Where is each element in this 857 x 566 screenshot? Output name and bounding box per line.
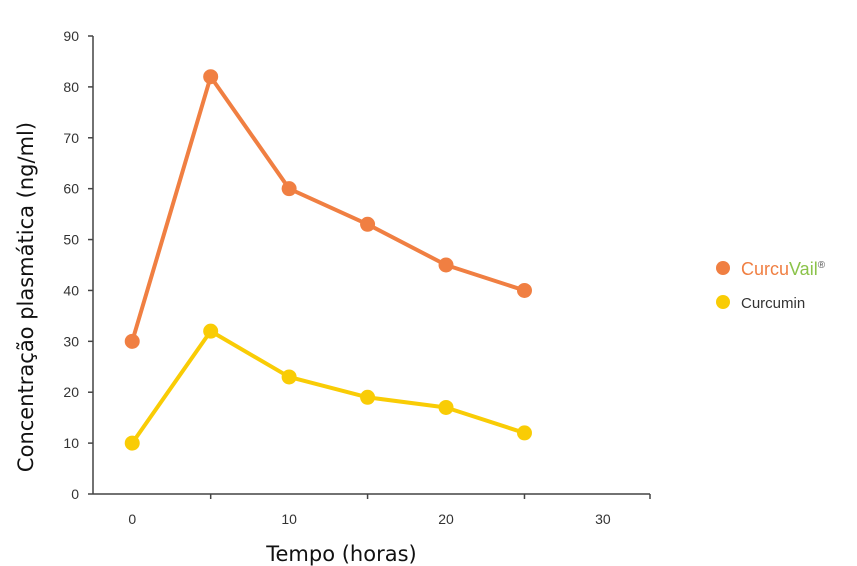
- data-point: [124, 435, 140, 451]
- data-point: [438, 399, 454, 415]
- data-point: [438, 257, 454, 273]
- y-tick-label: 80: [63, 79, 79, 95]
- x-tick-label: 20: [438, 511, 454, 527]
- data-point: [516, 425, 532, 441]
- y-tick-label: 0: [71, 486, 79, 502]
- series-line-0: [130, 74, 527, 344]
- y-tick-label: 90: [63, 28, 79, 44]
- data-point: [360, 216, 376, 232]
- series-layer: [124, 69, 532, 451]
- legend-brand-vail: Vail: [789, 259, 818, 279]
- y-tick-label: 10: [63, 435, 79, 451]
- y-tick-label: 60: [63, 181, 79, 197]
- legend: CurcuVail® Curcumin: [716, 259, 826, 312]
- legend-brand-curcu: Curcu: [741, 259, 789, 279]
- x-tick-label: 0: [128, 511, 136, 527]
- y-axis-title: Concentração plasmática (ng/ml): [14, 122, 38, 472]
- y-tick-label: 70: [63, 130, 79, 146]
- x-axis-title: Tempo (horas): [265, 542, 416, 566]
- legend-marker-curcuvail: [716, 261, 730, 275]
- data-point: [203, 323, 219, 339]
- y-tick-label: 20: [63, 384, 79, 400]
- y-tick-label: 30: [63, 333, 79, 349]
- data-point: [281, 181, 297, 197]
- data-point: [516, 282, 532, 298]
- x-axis: 0 10 20 30: [93, 493, 651, 527]
- data-point: [124, 333, 140, 349]
- legend-label-curcumin: Curcumin: [741, 295, 805, 312]
- y-tick-label: 40: [63, 282, 79, 298]
- x-tick-label: 10: [281, 511, 297, 527]
- y-axis: 0 10 20 30 40 50 60 70 80 90: [63, 28, 94, 502]
- legend-marker-curcumin: [716, 295, 730, 309]
- y-tick-label: 50: [63, 232, 79, 248]
- series-line-1: [130, 329, 527, 446]
- data-point: [281, 369, 297, 385]
- x-tick-label: 30: [595, 511, 611, 527]
- legend-brand-registered-mark: ®: [818, 260, 826, 271]
- data-point: [360, 389, 376, 405]
- legend-label-curcuvail: CurcuVail®: [741, 259, 826, 279]
- data-point: [203, 69, 219, 85]
